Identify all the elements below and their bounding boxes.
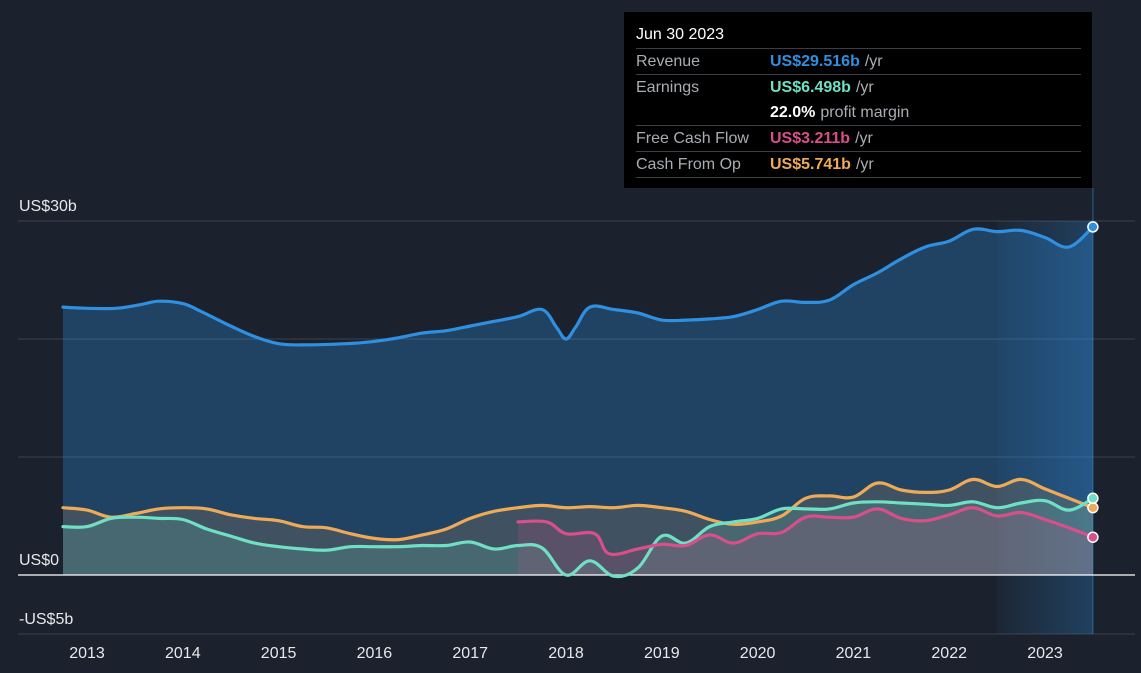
tooltip-spacer [636,100,770,125]
x-tick-label: 2018 [548,645,584,662]
tooltip-row-revenue: Revenue US$29.516b /yr [636,49,1081,75]
x-tick-label: 2021 [836,645,872,662]
tooltip-row-earnings: Earnings US$6.498b /yr [636,75,1081,100]
line-earnings [61,496,1095,579]
tooltip-row-cfo: Cash From Op US$5.741b /yr [636,152,1081,178]
marker-earnings [1087,492,1099,505]
end-markers [1087,221,1099,543]
y-tick-label: US$30b [19,198,77,215]
profit-margin-value: 22.0% [770,104,816,121]
tooltip-label: Earnings [636,79,700,96]
profit-margin-label: profit margin [820,104,910,121]
highlight-band-rect [997,221,1093,634]
marker-free-cash-flow [1087,531,1099,543]
tooltip-label: Revenue [636,53,701,70]
line-revenue [61,225,1095,347]
area-revenue [63,226,1093,575]
y-axis-labels: US$30b US$0 -US$5b [19,198,77,628]
tooltip-unit: /yr [855,130,873,147]
highlight-band [997,188,1094,634]
x-tick-label: 2014 [165,645,201,662]
tooltip-unit: /yr [855,79,874,96]
tooltip-value: US$5.741b [770,156,851,173]
y-tick-label: US$0 [19,552,59,569]
line-cash-from-op [61,477,1095,542]
x-tick-label: 2022 [931,645,967,662]
tooltip-value: US$29.516b [770,53,860,70]
tooltip-value: US$6.498b [770,79,851,96]
x-tick-label: 2016 [357,645,393,662]
tooltip-unit: /yr [855,156,874,173]
grid [18,220,1135,635]
x-tick-label: 2020 [740,645,776,662]
marker-cash-from-op [1087,501,1099,514]
tooltip-label: Free Cash Flow [636,130,749,147]
tooltip-label: Cash From Op [636,156,741,173]
tooltip-row-fcf: Free Cash Flow US$3.211b /yr [636,126,1081,152]
tooltip-panel: Jun 30 2023 Revenue US$29.516b /yr Earni… [624,12,1092,188]
x-tick-label: 2015 [261,645,297,662]
marker-revenue [1087,221,1099,233]
tooltip-unit: /yr [864,53,883,70]
tooltip-row-margin: 22.0% profit margin [636,100,1081,126]
tooltip-date: Jun 30 2023 [636,22,1081,49]
x-tick-label: 2013 [69,645,105,662]
line-free-cash-flow [516,506,1095,557]
tooltip-value: US$3.211b [770,130,851,147]
x-tick-label: 2017 [452,645,488,662]
series-areas [63,226,1093,577]
x-axis-labels: 2013 2014 2015 2016 2017 2018 2019 2020 2021 2022… [69,645,1063,662]
area-free-cash-flow [518,507,1093,575]
series-lines [61,225,1095,579]
x-tick-label: 2019 [644,645,680,662]
y-tick-label: -US$5b [19,611,73,628]
x-tick-label: 2023 [1027,645,1063,662]
